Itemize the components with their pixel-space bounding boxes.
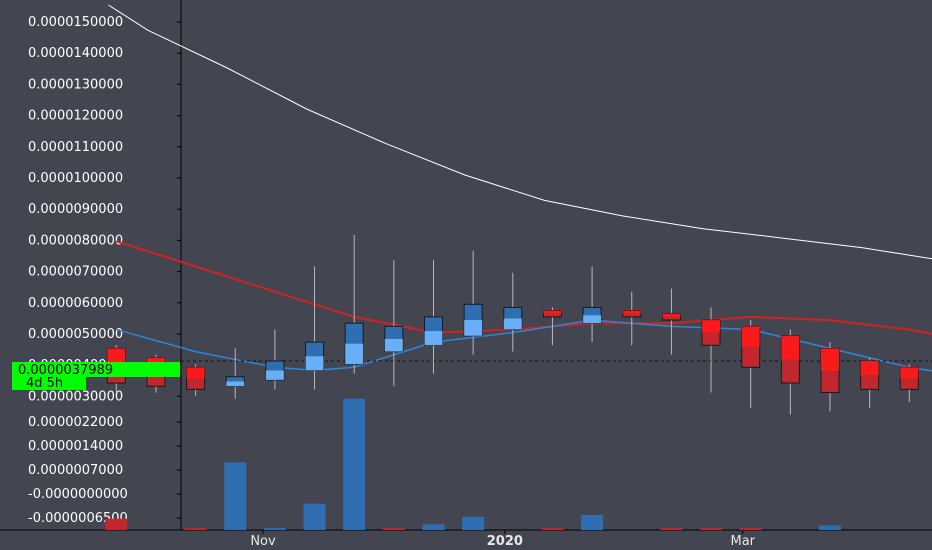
candle-body-highlight bbox=[543, 310, 562, 314]
price-tick-label: 0.0000050000 bbox=[28, 327, 123, 342]
current-price-badge: 0.0000037989 4d 5h bbox=[12, 362, 180, 391]
volume-tick-label: 0.0000007000 bbox=[28, 463, 123, 478]
price-tick-label: 0.0000130000 bbox=[28, 77, 123, 92]
candle-body-highlight bbox=[583, 315, 602, 324]
price-tick-label: 0.0000090000 bbox=[28, 202, 123, 217]
volume-bar bbox=[660, 528, 683, 530]
volume-axis[interactable]: 0.0000022000 0.0000014000 0.0000007000 -0.0… bbox=[28, 415, 181, 526]
date-tick-label: Nov bbox=[250, 534, 276, 549]
price-tick-label: 0.0000070000 bbox=[28, 265, 123, 280]
candle-body-highlight bbox=[345, 343, 364, 365]
candle-body-highlight bbox=[622, 310, 641, 314]
volume-bar bbox=[581, 515, 604, 530]
candles[interactable] bbox=[106, 235, 932, 415]
candle-body-highlight bbox=[265, 370, 284, 380]
price-tick-label: 0.0000080000 bbox=[28, 233, 123, 248]
candle-body-highlight bbox=[900, 367, 919, 379]
current-price-tag bbox=[12, 362, 180, 377]
volume-tick-label: 0.0000022000 bbox=[28, 415, 123, 430]
date-tick-label: Mar bbox=[730, 534, 755, 549]
ma-line-white bbox=[108, 4, 932, 260]
candle-body-highlight bbox=[186, 367, 205, 379]
volume-bar bbox=[303, 503, 326, 530]
volume-bar bbox=[224, 462, 247, 530]
candle-body-highlight bbox=[781, 335, 800, 360]
candle-body-highlight bbox=[384, 338, 403, 352]
candle-body-highlight bbox=[464, 320, 483, 336]
volume-bar bbox=[700, 528, 723, 530]
volume-bar bbox=[184, 528, 207, 530]
volume-bar bbox=[541, 528, 564, 530]
candle-body-highlight bbox=[702, 320, 721, 333]
price-tick-label: 0.0000140000 bbox=[28, 46, 123, 61]
volume-bar bbox=[343, 398, 366, 530]
volume-bar bbox=[739, 528, 762, 530]
price-tick-label: 0.0000150000 bbox=[28, 15, 123, 30]
candle-body-highlight bbox=[820, 348, 839, 371]
current-price-value: 0.0000037989 bbox=[18, 363, 113, 378]
candle-body-highlight bbox=[741, 326, 760, 347]
price-tick-label: 0.0000100000 bbox=[28, 171, 123, 186]
candle-body-highlight bbox=[305, 356, 324, 371]
countdown-tag bbox=[12, 376, 86, 390]
volume-bar bbox=[422, 524, 445, 530]
volume-bar bbox=[818, 525, 841, 530]
volume-tick-label: -0.0000000000 bbox=[28, 487, 128, 502]
candle-body-highlight bbox=[107, 348, 126, 366]
volume-bar bbox=[382, 528, 405, 530]
price-tick-label: 0.0000110000 bbox=[28, 140, 123, 155]
candle-body-highlight bbox=[226, 381, 245, 387]
candle-body-highlight bbox=[424, 331, 443, 346]
candle-body-highlight bbox=[503, 318, 522, 330]
date-tick-label: 2020 bbox=[487, 534, 523, 549]
candle-body-highlight bbox=[662, 313, 681, 317]
date-axis[interactable]: Nov2020MarMay bbox=[250, 530, 932, 549]
price-tick-label: 0.0000120000 bbox=[28, 109, 123, 124]
volume-bar bbox=[263, 528, 286, 530]
volume-bars bbox=[105, 398, 841, 530]
price-tick-label: 0.0000030000 bbox=[28, 389, 123, 404]
candle-body-highlight bbox=[860, 361, 879, 376]
price-tick-label: 0.0000060000 bbox=[28, 296, 123, 311]
volume-bar bbox=[105, 518, 128, 530]
countdown-label: 4d 5h bbox=[26, 376, 63, 391]
volume-tick-label: -0.0000006500 bbox=[28, 511, 128, 526]
volume-bar bbox=[462, 516, 485, 530]
volume-tick-label: 0.0000014000 bbox=[28, 439, 123, 454]
